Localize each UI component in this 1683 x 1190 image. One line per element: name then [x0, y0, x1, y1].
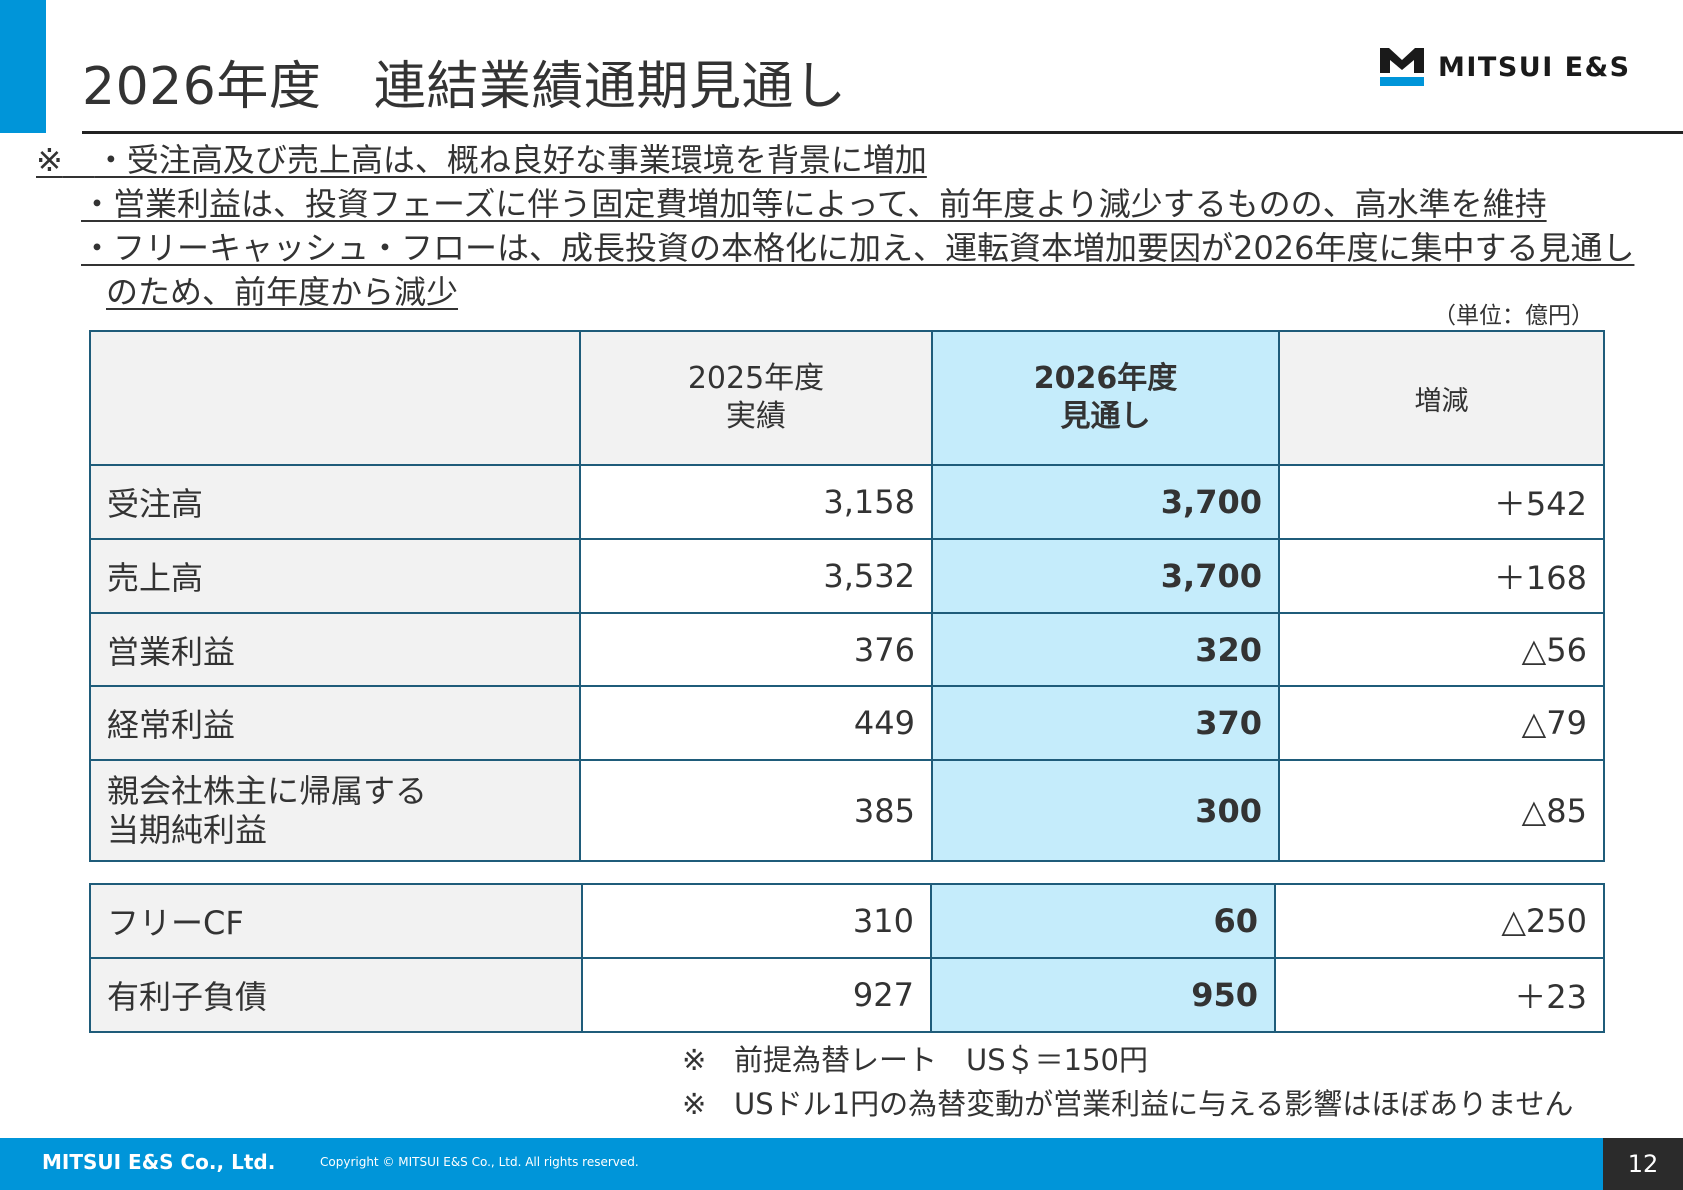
note-line-1: ※ ・受注高及び売上高は、概ね良好な事業環境を背景に増加: [36, 138, 927, 182]
forecast-value: 320: [931, 612, 1280, 687]
header-2025-actual: 2025年度 実績: [579, 330, 933, 466]
results-table: 2025年度 実績 2026年度 見通し 増減 受注高 3,158 3,700 …: [89, 330, 1605, 862]
page-number: 12: [1603, 1138, 1683, 1190]
actual-value: 310: [581, 883, 932, 959]
forecast-value: 60: [930, 883, 1276, 959]
table-row: 有利子負債 927 950 ＋23: [89, 957, 1605, 1033]
table-row: 親会社株主に帰属する 当期純利益 385 300 △85: [89, 759, 1605, 862]
note-mark: ※: [36, 141, 63, 179]
fx-note-1: ※ 前提為替レート US＄＝150円: [682, 1043, 1148, 1077]
fx-notes: ※ 前提為替レート US＄＝150円 ※ USドル1円の為替変動が営業利益に与える影…: [682, 1038, 1573, 1126]
actual-value: 376: [579, 612, 933, 687]
forecast-value: 3,700: [931, 538, 1280, 614]
note-text-3: ・フリーキャッシュ・フローは、成長投資の本格化に加え、運転資本増加要因が2026…: [81, 229, 1635, 267]
row-label: 受注高: [89, 464, 581, 540]
cashflow-table: フリーCF 310 60 △250 有利子負債 927 950 ＋23: [89, 883, 1605, 1033]
actual-value: 449: [579, 685, 933, 761]
fx-note-2: ※ USドル1円の為替変動が営業利益に与える影響はほぼありません: [682, 1087, 1574, 1121]
actual-value: 927: [581, 957, 932, 1033]
row-label: 親会社株主に帰属する 当期純利益: [89, 759, 581, 862]
actual-value: 385: [579, 759, 933, 862]
table-row: 受注高 3,158 3,700 ＋542: [89, 464, 1605, 540]
table-row: 経常利益 449 370 △79: [89, 685, 1605, 761]
accent-bar: [0, 0, 46, 133]
footer-bar: MITSUI E&S Co., Ltd. Copyright © MITSUI …: [0, 1138, 1683, 1190]
forecast-value: 3,700: [931, 464, 1280, 540]
change-value: ＋542: [1278, 464, 1605, 540]
note-text-4: のため、前年度から減少: [106, 273, 459, 311]
forecast-value: 370: [931, 685, 1280, 761]
change-value: △56: [1278, 612, 1605, 687]
note-text-1: ・受注高及び売上高は、概ね良好な事業環境を背景に増加: [94, 141, 927, 179]
actual-value: 3,532: [579, 538, 933, 614]
forecast-value: 300: [931, 759, 1280, 862]
change-value: △79: [1278, 685, 1605, 761]
row-label: 経常利益: [89, 685, 581, 761]
table-row: 売上高 3,532 3,700 ＋168: [89, 538, 1605, 614]
company-logo: MITSUI E&S: [1380, 48, 1631, 86]
logo-text: MITSUI E&S: [1438, 51, 1631, 83]
change-value: △250: [1274, 883, 1605, 959]
note-line-3: ・フリーキャッシュ・フローは、成長投資の本格化に加え、運転資本増加要因が2026…: [81, 226, 1634, 270]
title-divider: [82, 131, 1683, 134]
mitsui-logo-icon: [1380, 48, 1424, 86]
change-value: △85: [1278, 759, 1605, 862]
note-line-2: ・営業利益は、投資フェーズに伴う固定費増加等によって、前年度より減少するものの、…: [81, 182, 1547, 226]
table-row: 営業利益 376 320 △56: [89, 612, 1605, 687]
row-label: 営業利益: [89, 612, 581, 687]
page-title: 2026年度 連結業績通期見通し: [82, 57, 847, 117]
forecast-value: 950: [930, 957, 1276, 1033]
table-row: フリーCF 310 60 △250: [89, 883, 1605, 959]
row-label: 有利子負債: [89, 957, 583, 1033]
change-value: ＋168: [1278, 538, 1605, 614]
note-text-2: ・営業利益は、投資フェーズに伴う固定費増加等によって、前年度より減少するものの、…: [81, 185, 1547, 223]
table-header-row: 2025年度 実績 2026年度 見通し 増減: [89, 330, 1605, 466]
actual-value: 3,158: [579, 464, 933, 540]
note-line-4: のため、前年度から減少: [106, 270, 458, 314]
unit-label: （単位：億円）: [1433, 303, 1594, 329]
row-label: 売上高: [89, 538, 581, 614]
header-2026-forecast: 2026年度 見通し: [931, 330, 1280, 466]
row-label: フリーCF: [89, 883, 583, 959]
header-empty-cell: [89, 330, 581, 466]
footer-copyright: Copyright © MITSUI E&S Co., Ltd. All rig…: [320, 1155, 639, 1169]
footer-company: MITSUI E&S Co., Ltd.: [42, 1150, 276, 1174]
header-change: 増減: [1278, 330, 1605, 466]
change-value: ＋23: [1274, 957, 1605, 1033]
